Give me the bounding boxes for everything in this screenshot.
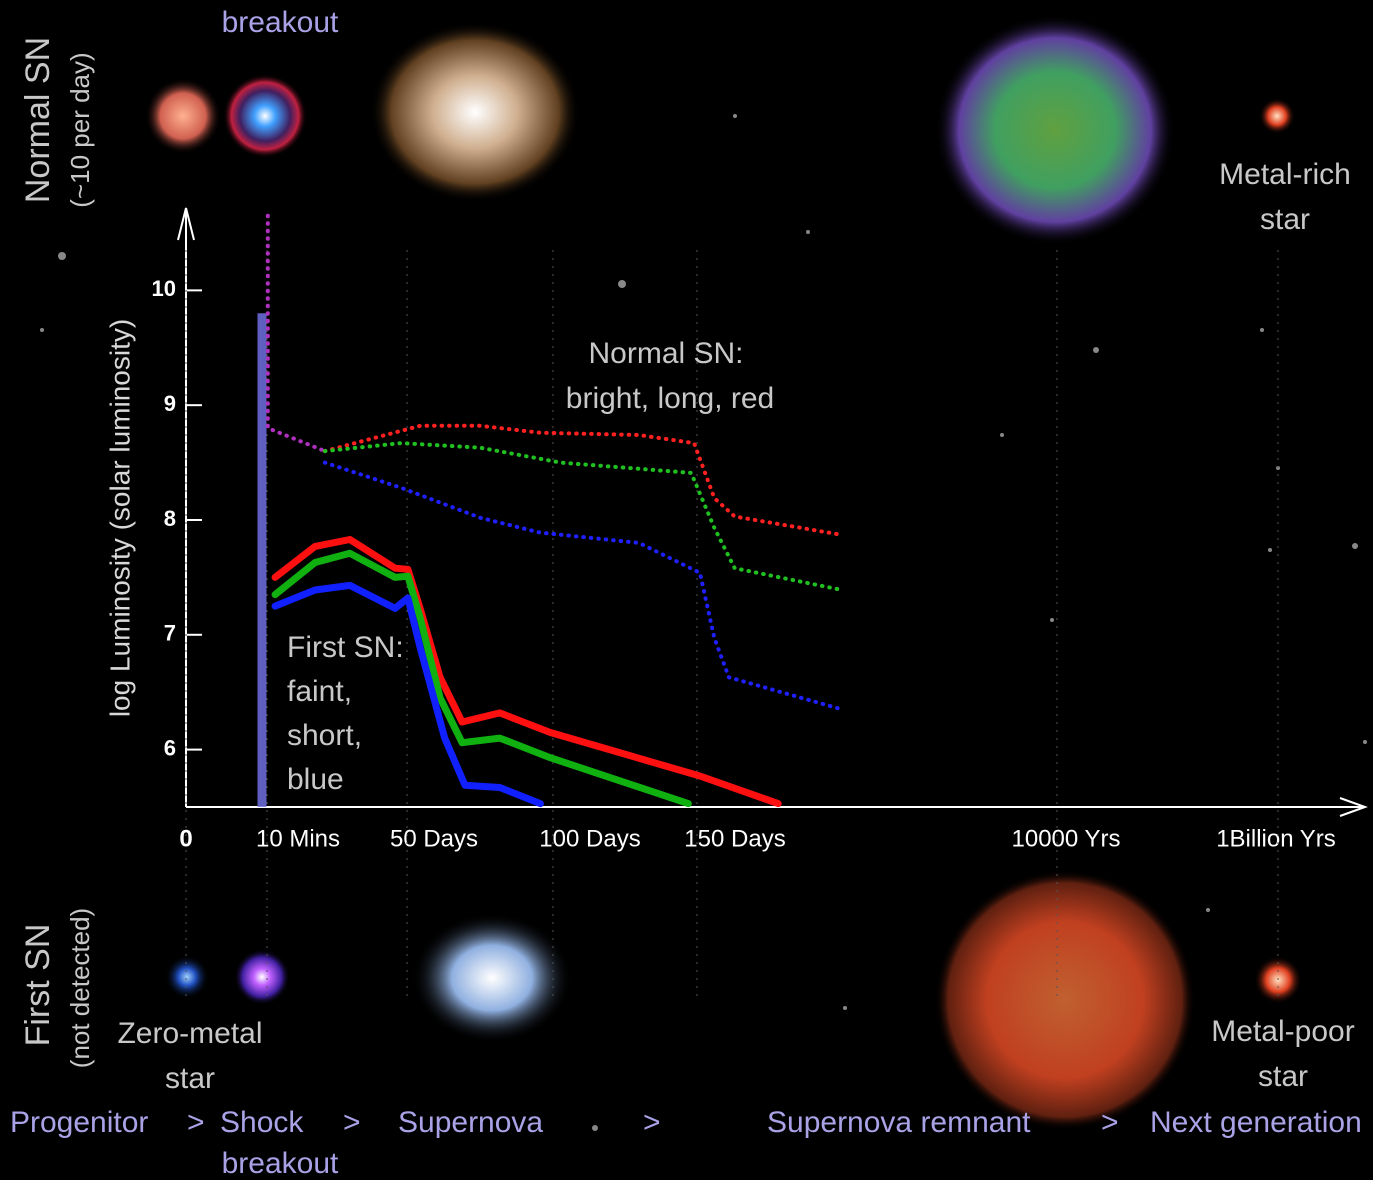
object-label: star (1258, 1060, 1308, 1093)
annotation: Normal SN: (588, 337, 743, 370)
annotation: short, (287, 719, 362, 752)
object-images (145, 15, 1302, 1130)
x-tick-label: 150 Days (684, 825, 785, 852)
stage: Shock (220, 1106, 304, 1139)
stage-arrow: > (343, 1106, 361, 1139)
row-label: First SN (19, 924, 57, 1047)
series-line (322, 423, 844, 537)
stage: Progenitor (10, 1106, 148, 1139)
y-tick-label: 8 (164, 506, 176, 531)
series-line (322, 441, 844, 592)
stage-arrow: > (1101, 1106, 1119, 1139)
y-axis-label: log Luminosity (solar luminosity) (104, 319, 135, 717)
series-line (271, 536, 782, 808)
y-tick-label: 9 (164, 391, 176, 416)
x-tick-label: 100 Days (539, 825, 640, 852)
row-sublabel: (~10 per day) (65, 52, 95, 207)
stage-arrow: > (643, 1106, 661, 1139)
series-line (322, 460, 844, 712)
series-line (271, 581, 544, 808)
x-tick-label: 1Billion Yrs (1216, 825, 1336, 852)
object-label: star (165, 1062, 215, 1095)
stage-bar: Progenitor > Shock > Supernova > Superno… (10, 1106, 1362, 1180)
object-label: Zero-metal (117, 1017, 262, 1050)
stage-arrow: > (187, 1106, 205, 1139)
object-label: breakout (222, 6, 339, 39)
object-label: Metal-poor (1211, 1015, 1354, 1048)
annotation: bright, long, red (566, 382, 774, 415)
stage: Next generation (1150, 1106, 1362, 1139)
row-label: Normal SN (19, 37, 57, 203)
annotation: faint, (287, 675, 352, 708)
row-sublabel: (not detected) (65, 908, 95, 1068)
row-labels: Normal SN (~10 per day) First SN (not de… (19, 37, 95, 1068)
annotation: First SN: (287, 631, 404, 664)
object-label: Metal-rich (1219, 158, 1351, 191)
y-tick-label: 10 (152, 276, 176, 301)
stage: Supernova (398, 1106, 543, 1139)
series-line (271, 549, 692, 808)
x-tick-label: 10000 Yrs (1012, 825, 1121, 852)
x-tick-label: 50 Days (390, 825, 478, 852)
x-tick-label: 10 Mins (256, 825, 340, 852)
x-tick-label: 0 (179, 825, 192, 852)
series-line (265, 213, 327, 454)
y-tick-label: 6 (164, 735, 176, 760)
stage: Supernova remnant (767, 1106, 1031, 1139)
annotation: blue (287, 763, 344, 796)
y-tick-label: 7 (164, 621, 176, 646)
object-label: star (1260, 203, 1310, 236)
stage-sub: breakout (222, 1147, 339, 1180)
